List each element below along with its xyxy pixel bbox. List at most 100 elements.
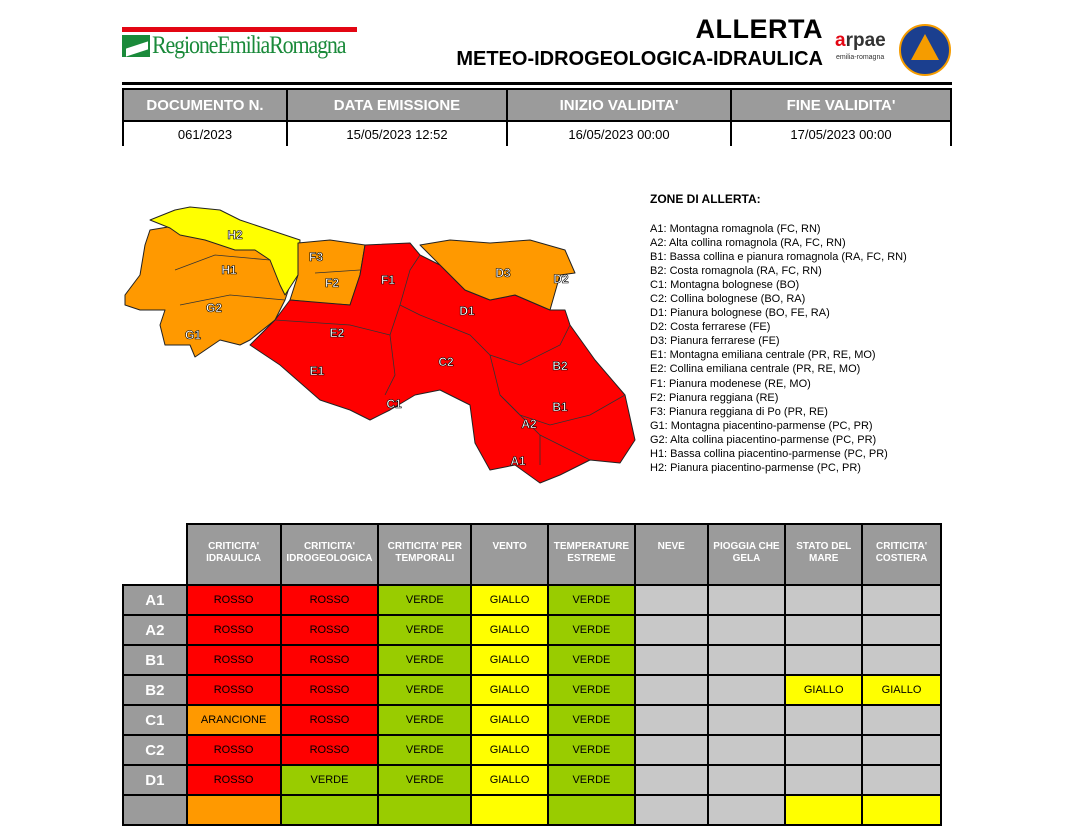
- alert-level-cell: [706, 734, 787, 766]
- arpae-logo-sub: emilia-romagna: [836, 54, 885, 61]
- alert-level-cell: [633, 644, 709, 676]
- alert-level-cell: [861, 584, 942, 616]
- doc-header: DATA EMISSIONE: [286, 88, 508, 122]
- zone-list-item: F3: Pianura reggiana di Po (PR, RE): [650, 405, 828, 418]
- alert-level-cell: GIALLO: [470, 764, 549, 796]
- alert-row: B1 ROSSO ROSSO VERDE GIALLO VERDE: [122, 644, 942, 676]
- alert-level-cell: [633, 704, 709, 736]
- alert-level-cell: GIALLO: [470, 674, 549, 706]
- zone-code: C2: [122, 734, 188, 766]
- map-label: H1: [221, 263, 237, 277]
- alert-level-cell: ROSSO: [279, 614, 380, 646]
- alert-level-cell: ROSSO: [185, 734, 282, 766]
- zone-list-item: E1: Montagna emiliana centrale (PR, RE, …: [650, 349, 876, 362]
- map-label: F3: [309, 250, 323, 264]
- map-label: D1: [459, 304, 475, 318]
- alert-level-cell: [784, 584, 864, 616]
- zone-list-item: B2: Costa romagnola (RA, FC, RN): [650, 265, 822, 278]
- map-label: A2: [521, 417, 537, 431]
- doc-valid-to: 17/05/2023 00:00: [730, 120, 952, 146]
- zone-code: B2: [122, 674, 188, 706]
- zone-list-item: A2: Alta collina romagnola (RA, FC, RN): [650, 237, 846, 250]
- alert-level-cell: GIALLO: [470, 704, 549, 736]
- alert-level-cell: ROSSO: [279, 674, 380, 706]
- alert-column-header: CRITICITA' IDRAULICA: [185, 523, 282, 586]
- doc-header: FINE VALIDITA': [730, 88, 952, 122]
- zone-list-item: H1: Bassa collina piacentino-parmense (P…: [650, 447, 888, 460]
- map-label: E2: [330, 326, 345, 340]
- page-subtitle: METEO-IDROGEOLOGICA-IDRAULICA: [456, 48, 823, 70]
- alert-level-cell: VERDE: [377, 734, 473, 766]
- protezione-civile-icon: [899, 24, 951, 76]
- alert-level-cell: [706, 674, 787, 706]
- logo-red-bar: [122, 27, 357, 32]
- zone-list-item: H2: Pianura piacentino-parmense (PC, PR): [650, 461, 861, 474]
- map-label: C1: [386, 397, 402, 411]
- alert-table: CRITICITA' IDRAULICA CRITICITA' IDROGEOLO…: [122, 523, 942, 826]
- doc-header: DOCUMENTO N.: [122, 88, 288, 122]
- alert-level-cell: [633, 674, 709, 706]
- alert-level-cell: VERDE: [546, 674, 636, 706]
- alert-level-cell: VERDE: [546, 584, 636, 616]
- map-label: H2: [227, 228, 243, 242]
- alert-level-cell: ROSSO: [185, 674, 282, 706]
- alert-level-cell: [633, 584, 709, 616]
- page-title: ALLERTA: [695, 14, 823, 44]
- zone-list: A1: Montagna romagnola (FC, RN) A2: Alta …: [650, 222, 907, 475]
- alert-level-cell: GIALLO: [470, 734, 549, 766]
- map-label: G1: [185, 328, 201, 342]
- map-label: F1: [381, 273, 395, 287]
- alert-row: C1 ARANCIONE ROSSO VERDE GIALLO VERDE: [122, 704, 942, 736]
- map-area-orange-d: [419, 239, 576, 311]
- alert-level-cell: GIALLO: [784, 674, 864, 706]
- map-label: B2: [552, 359, 568, 373]
- doc-header: INIZIO VALIDITA': [506, 88, 732, 122]
- alert-level-cell: [784, 734, 864, 766]
- alert-level-cell: VERDE: [546, 704, 636, 736]
- alert-zone-map: H2 H1 G2 G1 F3 F2 F1 E2 E1 D1 C2 C1 D3 D…: [124, 206, 636, 484]
- zone-list-item: C2: Collina bolognese (BO, RA): [650, 293, 806, 306]
- alert-level-cell: [706, 584, 787, 616]
- alert-level-cell: [706, 614, 787, 646]
- alert-level-cell: VERDE: [377, 674, 473, 706]
- alert-level-cell: GIALLO: [470, 584, 549, 616]
- arpae-logo: arpae: [835, 30, 886, 51]
- alert-column-header: TEMPERATURE ESTREME: [546, 523, 636, 586]
- alert-level-cell: [633, 764, 709, 796]
- zone-list-item: C1: Montagna bolognese (BO): [650, 279, 800, 292]
- alert-level-cell: [861, 644, 942, 676]
- alert-column-header: STATO DEL MARE: [784, 523, 864, 586]
- alert-column-header: NEVE: [633, 523, 709, 586]
- alert-level-cell: VERDE: [377, 764, 473, 796]
- zone-list-item: E2: Collina emiliana centrale (PR, RE, M…: [650, 363, 861, 376]
- alert-level-cell: VERDE: [377, 584, 473, 616]
- alert-level-cell: ROSSO: [185, 614, 282, 646]
- alert-level-cell: GIALLO: [470, 614, 549, 646]
- alert-row: A1 ROSSO ROSSO VERDE GIALLO VERDE: [122, 584, 942, 616]
- alert-level-cell: ROSSO: [279, 704, 380, 736]
- alert-column-header: CRITICITA' IDROGEOLOGICA: [279, 523, 380, 586]
- alert-level-cell: [784, 764, 864, 796]
- alert-level-cell: [861, 764, 942, 796]
- alert-column-header: CRITICITA' PER TEMPORALI: [377, 523, 473, 586]
- map-area-yellow-h2: [149, 206, 301, 296]
- alert-level-cell: ROSSO: [185, 644, 282, 676]
- map-label: E1: [310, 364, 325, 378]
- alert-column-header: CRITICITA' COSTIERA: [861, 523, 942, 586]
- zone-list-item: A1: Montagna romagnola (FC, RN): [650, 223, 821, 235]
- alert-level-cell: [633, 734, 709, 766]
- map-label: G2: [206, 301, 222, 315]
- alert-level-cell: ROSSO: [185, 584, 282, 616]
- alert-row: A2 ROSSO ROSSO VERDE GIALLO VERDE: [122, 614, 942, 646]
- alert-level-cell: [706, 644, 787, 676]
- alert-row: D1 ROSSO VERDE VERDE GIALLO VERDE: [122, 764, 942, 796]
- alert-row: C2 ROSSO ROSSO VERDE GIALLO VERDE: [122, 734, 942, 766]
- zone-code: A2: [122, 614, 188, 646]
- alert-level-cell: VERDE: [377, 704, 473, 736]
- alert-level-cell: VERDE: [279, 764, 380, 796]
- alert-level-cell: VERDE: [377, 614, 473, 646]
- map-label: D3: [495, 266, 511, 280]
- map-label: D2: [553, 272, 569, 286]
- alert-level-cell: VERDE: [546, 614, 636, 646]
- alert-level-cell: GIALLO: [861, 674, 942, 706]
